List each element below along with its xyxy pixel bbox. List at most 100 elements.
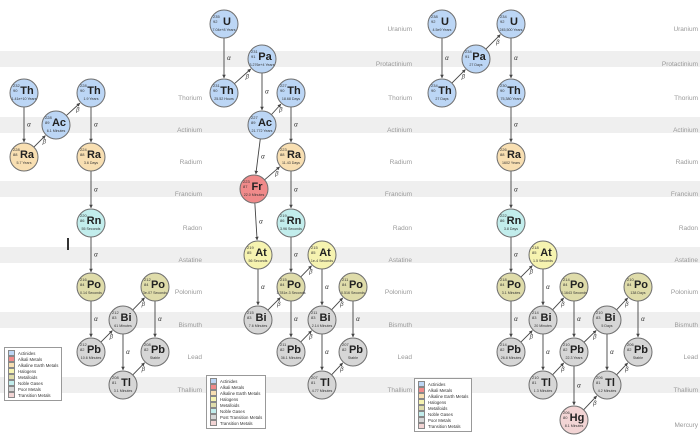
- isotope-circle: [461, 44, 491, 74]
- decay-mode-label: α: [294, 252, 298, 259]
- row-band-bismuth: [0, 312, 700, 328]
- decay-mode-label: β: [529, 334, 534, 340]
- legend-label: Poor Metals: [428, 417, 451, 423]
- half-life: 1602 Years: [502, 161, 520, 165]
- atomic-number: 82: [342, 347, 347, 352]
- legend-item: Transition Metals: [418, 423, 468, 429]
- legend-swatch: [8, 362, 15, 368]
- legend-item: Halogens: [8, 368, 58, 374]
- atomic-number: 84: [280, 282, 285, 287]
- element-symbol: Ac: [52, 117, 66, 129]
- legend-item: Metalloids: [418, 405, 468, 411]
- legend-item: Alkali Metals: [418, 387, 468, 393]
- half-life: 18.68 Days: [282, 97, 300, 101]
- atomic-number: 89: [251, 120, 256, 125]
- decay-arrow-pb212-bi212: [100, 330, 113, 343]
- decay-mode-label: β: [624, 367, 629, 373]
- half-life: 3.1 Minutes: [114, 389, 133, 393]
- atomic-number: 84: [500, 282, 505, 287]
- element-symbol: Ra: [507, 149, 522, 161]
- legend-label: Transition Metals: [220, 420, 253, 426]
- legend-label: Actinides: [220, 378, 238, 384]
- mass-number: 228: [13, 147, 20, 152]
- mass-number: 214: [563, 277, 570, 282]
- element-symbol: At: [540, 247, 552, 259]
- element-symbol: Po: [570, 279, 584, 291]
- decay-mode-label: α: [514, 252, 518, 259]
- element-symbol: Tl: [605, 377, 615, 389]
- legend-swatch: [418, 417, 425, 423]
- decay-mode-label: α: [94, 187, 98, 194]
- half-life: 3.6 Days: [84, 161, 98, 165]
- half-life: 1.3 Minutes: [534, 389, 553, 393]
- atomic-number: 83: [532, 315, 537, 320]
- mass-number: 211: [280, 342, 287, 347]
- isotope-circle: [528, 370, 558, 400]
- row-label-radium: Radium: [389, 159, 412, 166]
- row-label-actinium: Actinium: [673, 127, 698, 134]
- decay-mode-label: α: [158, 316, 162, 323]
- atomic-number: 84: [80, 282, 85, 287]
- atomic-number: 83: [311, 315, 316, 320]
- row-label-protactinium: Protactinium: [375, 61, 412, 68]
- half-life: 61 Minutes: [114, 324, 132, 328]
- decay-mode-label: α: [577, 316, 581, 323]
- mass-number: 212: [144, 277, 151, 282]
- decay-mode-label: α: [514, 122, 518, 129]
- row-label-francium: Francium: [384, 191, 412, 198]
- isotope-circle: [140, 272, 170, 302]
- half-life: 1.781e-3 Seconds: [276, 291, 305, 295]
- decay-mode-label: α: [294, 187, 298, 194]
- atomic-number: 88: [80, 152, 85, 157]
- atomic-number: 88: [500, 152, 505, 157]
- atomic-number: 84: [342, 282, 347, 287]
- decay-mode-label: β: [274, 171, 279, 177]
- legend-swatch: [210, 396, 217, 402]
- half-life: 3.276e+4 Years: [249, 63, 274, 67]
- legend-label: Halogens: [18, 368, 37, 374]
- element-symbol: Pb: [87, 344, 101, 356]
- legend-item: Alkali Metals: [8, 356, 58, 362]
- row-label-thorium: Thorium: [388, 95, 412, 102]
- half-life: 21.772 Years: [252, 129, 273, 133]
- legend-label: Actinides: [428, 381, 446, 387]
- legend-item: Noble Gases: [210, 408, 262, 414]
- mass-number: 231: [251, 49, 258, 54]
- legend-item: Halogens: [418, 399, 468, 405]
- mass-number: 214: [500, 342, 507, 347]
- element-symbol: Pb: [287, 344, 301, 356]
- decay-arrow-th234-pa234: [451, 69, 466, 84]
- legend-swatch: [418, 411, 425, 417]
- row-label-thallium: Thallium: [387, 387, 412, 394]
- mass-number: 219: [280, 213, 287, 218]
- atomic-number: 81: [311, 380, 316, 385]
- text-cursor-icon: [67, 238, 69, 250]
- legend-item: Alkaline Earth Metals: [418, 393, 468, 399]
- decay-mode-label: α: [356, 316, 360, 323]
- decay-mode-label: α: [325, 349, 329, 356]
- legend-item: Halogens: [210, 396, 262, 402]
- decay-mode-label: α: [227, 55, 231, 62]
- legend-item: Transition Metals: [8, 392, 58, 398]
- decay-arrow-bi215-po215: [267, 297, 281, 311]
- legend-swatch: [8, 386, 15, 392]
- row-label-radium: Radium: [675, 159, 698, 166]
- isotope-circle: [276, 337, 306, 367]
- decay-mode-label: β: [75, 107, 80, 113]
- element-symbol: Po: [151, 279, 165, 291]
- isotope-circle: [559, 405, 589, 435]
- legend-swatch: [418, 393, 425, 399]
- half-life: 5 Days: [601, 324, 612, 328]
- decay-mode-label: α: [265, 89, 269, 96]
- legend-label: Alkali Metals: [18, 356, 43, 362]
